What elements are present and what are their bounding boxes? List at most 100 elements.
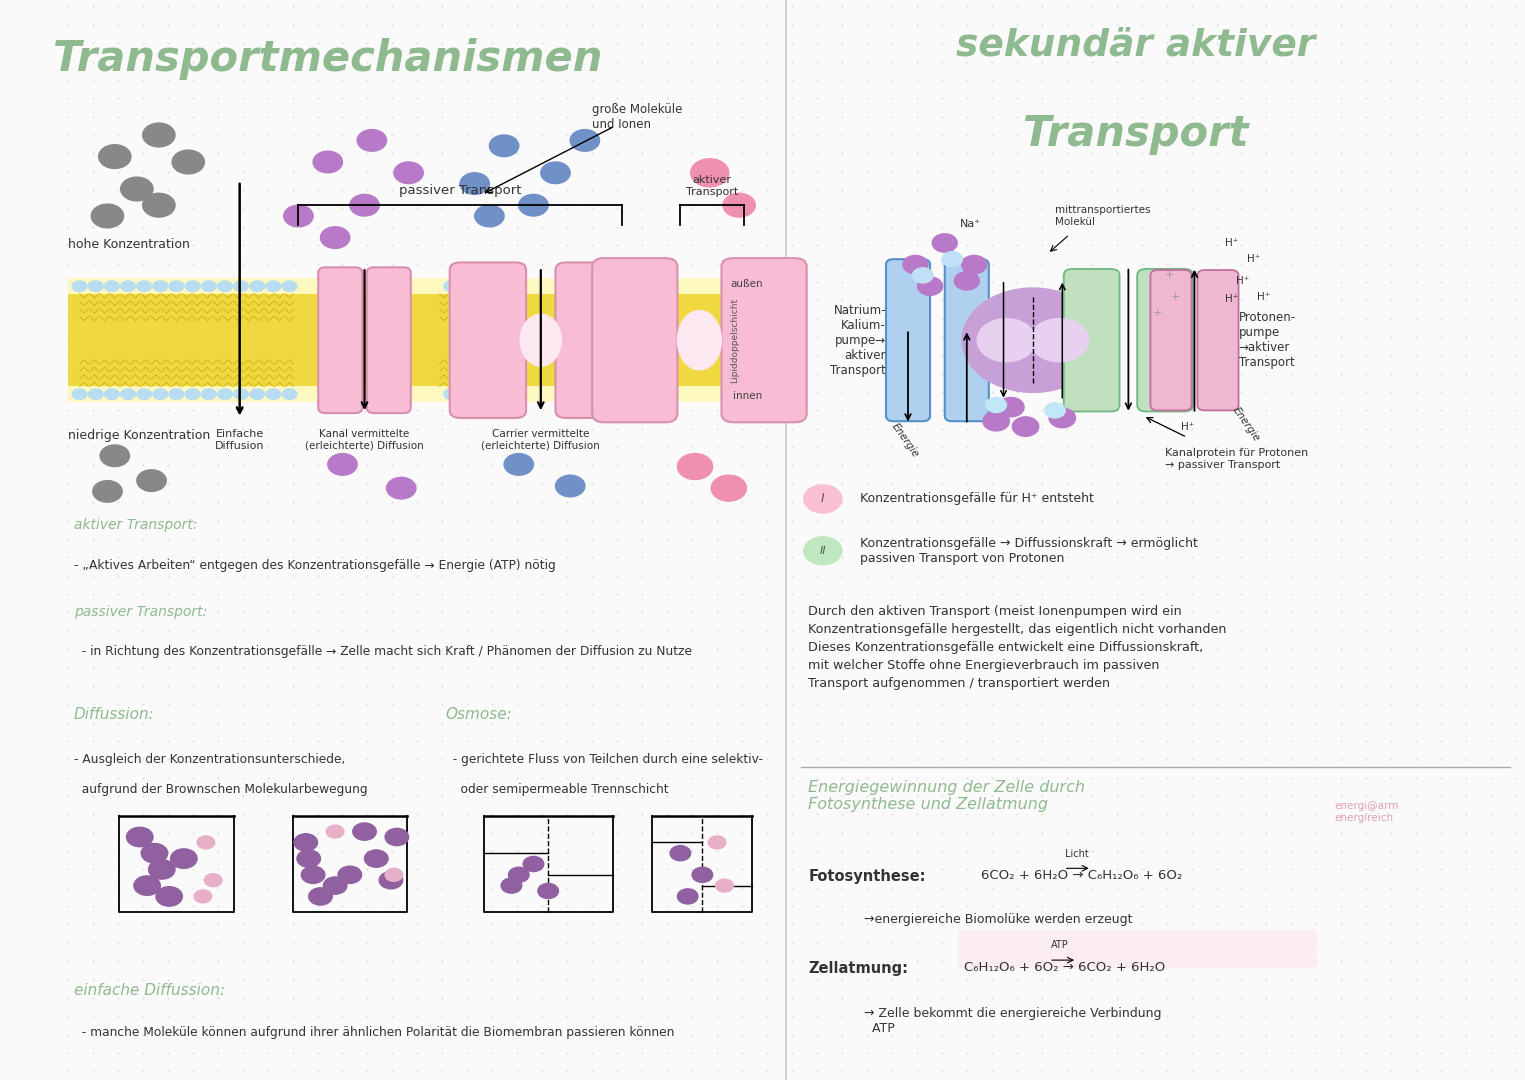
Circle shape xyxy=(962,288,1104,392)
Text: +: + xyxy=(1165,270,1174,281)
Text: I: I xyxy=(820,492,825,505)
FancyBboxPatch shape xyxy=(592,258,677,422)
Circle shape xyxy=(691,159,729,187)
Text: sekundär aktiver: sekundär aktiver xyxy=(956,27,1316,63)
Circle shape xyxy=(804,537,842,565)
Text: passiver Transport: passiver Transport xyxy=(398,184,522,197)
Text: Zellatmung:: Zellatmung: xyxy=(808,961,909,976)
Bar xyxy=(67,294,769,386)
Circle shape xyxy=(72,388,87,401)
FancyBboxPatch shape xyxy=(721,258,807,422)
FancyBboxPatch shape xyxy=(555,262,631,418)
Circle shape xyxy=(171,849,197,868)
Circle shape xyxy=(265,280,282,292)
FancyBboxPatch shape xyxy=(1150,270,1191,410)
Circle shape xyxy=(508,867,529,882)
Text: II: II xyxy=(819,545,827,556)
Text: H⁺: H⁺ xyxy=(1180,421,1194,432)
Circle shape xyxy=(294,834,317,851)
Text: Kanalprotein für Protonen
→ passiver Transport: Kanalprotein für Protonen → passiver Tra… xyxy=(1165,448,1308,470)
Circle shape xyxy=(461,173,490,194)
Text: mittransportiertes
Molekül: mittransportiertes Molekül xyxy=(1055,205,1150,227)
Circle shape xyxy=(282,280,297,292)
Circle shape xyxy=(692,867,712,882)
Circle shape xyxy=(308,888,332,905)
Circle shape xyxy=(168,388,185,401)
Ellipse shape xyxy=(520,314,561,366)
Text: → Zelle bekommt die energiereiche Verbindung
  ATP: → Zelle bekommt die energiereiche Verbin… xyxy=(865,1007,1162,1035)
Text: Energie: Energie xyxy=(889,421,921,459)
Text: Licht: Licht xyxy=(1064,849,1089,859)
Circle shape xyxy=(1029,319,1089,362)
Circle shape xyxy=(328,454,357,475)
Circle shape xyxy=(352,823,377,840)
Circle shape xyxy=(912,268,933,283)
Text: C₆H₁₂O₆ + 6O₂ → 6CO₂ + 6H₂O: C₆H₁₂O₆ + 6O₂ → 6CO₂ + 6H₂O xyxy=(964,961,1165,974)
Circle shape xyxy=(502,878,522,893)
Circle shape xyxy=(143,123,175,147)
Text: Na⁺: Na⁺ xyxy=(959,219,981,229)
Circle shape xyxy=(523,856,544,872)
Text: ATP: ATP xyxy=(1051,941,1068,950)
Circle shape xyxy=(804,485,842,513)
Circle shape xyxy=(204,874,223,887)
Text: Energiegewinnung der Zelle durch
Fotosynthese und Zellatmung: Energiegewinnung der Zelle durch Fotosyn… xyxy=(808,780,1086,812)
Text: - gerichtete Fluss von Teilchen durch eine selektiv-: - gerichtete Fluss von Teilchen durch ei… xyxy=(445,753,764,766)
Circle shape xyxy=(143,193,175,217)
Circle shape xyxy=(985,397,1006,413)
Circle shape xyxy=(120,177,152,201)
Ellipse shape xyxy=(677,310,721,369)
Circle shape xyxy=(194,890,212,903)
Circle shape xyxy=(136,280,152,292)
Text: große Moleküle
und Ionen: große Moleküle und Ionen xyxy=(592,103,683,131)
Circle shape xyxy=(99,145,131,168)
Text: hohe Konzentration: hohe Konzentration xyxy=(67,238,189,251)
Text: aufgrund der Brownschen Molekularbewegung: aufgrund der Brownschen Molekularbewegun… xyxy=(73,783,368,796)
Circle shape xyxy=(444,280,459,292)
Circle shape xyxy=(955,271,979,289)
Circle shape xyxy=(918,276,942,295)
Circle shape xyxy=(715,879,734,892)
Circle shape xyxy=(134,876,160,895)
Circle shape xyxy=(903,255,927,273)
Circle shape xyxy=(127,827,152,847)
Circle shape xyxy=(156,887,183,906)
Circle shape xyxy=(541,162,570,184)
FancyBboxPatch shape xyxy=(366,267,410,413)
Circle shape xyxy=(942,252,962,267)
Circle shape xyxy=(474,205,505,227)
Circle shape xyxy=(87,388,104,401)
Circle shape xyxy=(185,388,201,401)
Text: 6CO₂ + 6H₂O → C₆H₁₂O₆ + 6O₂: 6CO₂ + 6H₂O → C₆H₁₂O₆ + 6O₂ xyxy=(982,869,1183,882)
Circle shape xyxy=(136,388,152,401)
Text: Transportmechanismen: Transportmechanismen xyxy=(53,38,602,80)
Circle shape xyxy=(185,280,201,292)
Circle shape xyxy=(233,388,249,401)
Circle shape xyxy=(386,868,403,881)
FancyBboxPatch shape xyxy=(1197,270,1238,410)
Text: Konzentrationsgefälle → Diffussionskraft → ermöglicht
  passiven Transport von P: Konzentrationsgefälle → Diffussionskraft… xyxy=(852,537,1199,565)
Bar xyxy=(67,278,769,402)
Circle shape xyxy=(249,280,265,292)
Circle shape xyxy=(282,388,297,401)
Circle shape xyxy=(621,388,637,401)
Circle shape xyxy=(152,388,168,401)
Circle shape xyxy=(932,234,958,252)
Circle shape xyxy=(104,388,120,401)
FancyBboxPatch shape xyxy=(319,267,363,413)
FancyBboxPatch shape xyxy=(450,262,526,418)
Circle shape xyxy=(364,850,387,867)
Text: Energie: Energie xyxy=(1231,405,1261,443)
Circle shape xyxy=(249,388,265,401)
Circle shape xyxy=(711,475,746,501)
Circle shape xyxy=(669,846,691,861)
Text: →energiereiche Biomolüke werden erzeugt: →energiereiche Biomolüke werden erzeugt xyxy=(865,913,1133,926)
Circle shape xyxy=(120,388,136,401)
Circle shape xyxy=(677,889,698,904)
Circle shape xyxy=(444,388,459,401)
Text: Durch den aktiven Transport (meist Ionenpumpen wird ein
Konzentrationsgefälle he: Durch den aktiven Transport (meist Ionen… xyxy=(808,605,1226,690)
Circle shape xyxy=(962,255,987,273)
Text: energi@arm
energireich: energi@arm energireich xyxy=(1334,801,1398,823)
Circle shape xyxy=(386,477,416,499)
Circle shape xyxy=(723,193,755,217)
